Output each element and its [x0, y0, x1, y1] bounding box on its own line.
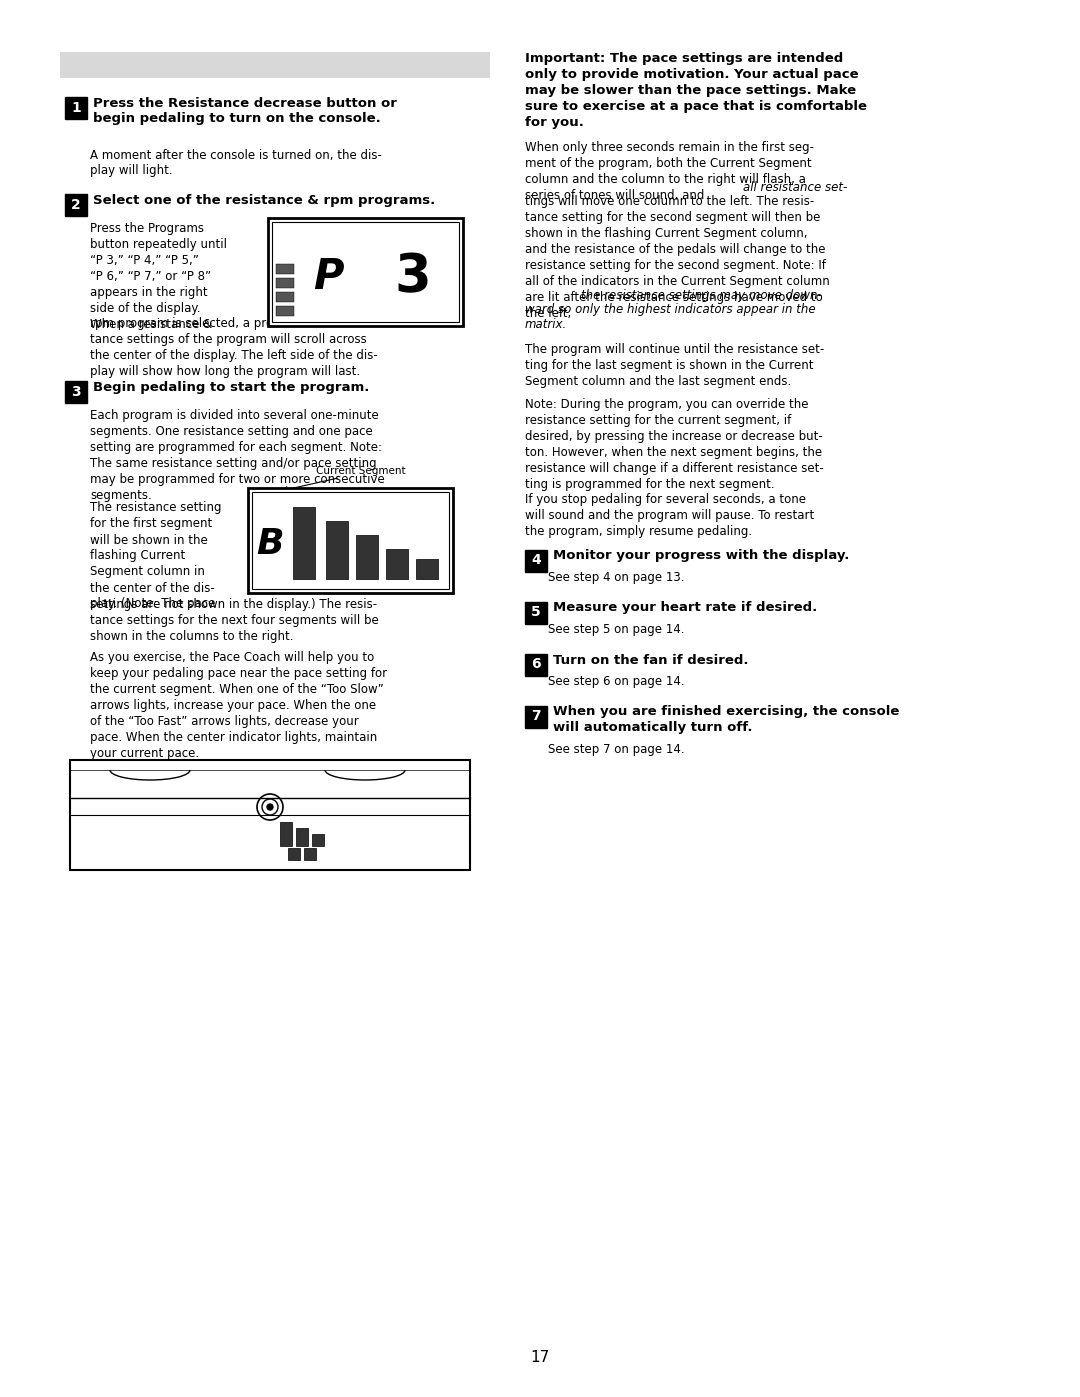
- Bar: [268, 218, 463, 326]
- Text: Measure your heart rate if desired.: Measure your heart rate if desired.: [553, 602, 818, 615]
- Bar: [303, 848, 316, 861]
- Bar: [276, 292, 294, 302]
- Text: B: B: [256, 527, 284, 562]
- Text: If you stop pedaling for several seconds, a tone
will sound and the program will: If you stop pedaling for several seconds…: [525, 493, 814, 538]
- Bar: [272, 222, 459, 321]
- Bar: [276, 264, 294, 274]
- Bar: [70, 760, 470, 870]
- Text: 17: 17: [530, 1350, 550, 1365]
- Text: 4: 4: [531, 553, 541, 567]
- Text: The resistance setting
for the first segment
will be shown in the
flashing Curre: The resistance setting for the first seg…: [90, 502, 221, 610]
- Text: 29:03: 29:03: [98, 831, 221, 869]
- Bar: [276, 306, 294, 316]
- Text: Turn on the fan if desired.: Turn on the fan if desired.: [553, 654, 748, 666]
- Text: ▷: ▷: [186, 802, 194, 812]
- Text: When only three seconds remain in the first seg-
ment of the program, both the C: When only three seconds remain in the fi…: [525, 141, 814, 201]
- Text: HOW TO USE A RESISTANCE & RPM PROGRAM: HOW TO USE A RESISTANCE & RPM PROGRAM: [114, 59, 435, 71]
- Text: Monitor your progress with the display.: Monitor your progress with the display.: [553, 549, 849, 563]
- Circle shape: [267, 805, 273, 810]
- Text: 5: 5: [531, 605, 541, 619]
- Text: rpm program is selected, a profile of the resis-
tance settings of the program w: rpm program is selected, a profile of th…: [90, 317, 378, 377]
- Bar: [65, 194, 87, 217]
- Text: ◁: ◁: [326, 802, 334, 812]
- Bar: [326, 521, 348, 578]
- Text: Press the Resistance decrease button or
begin pedaling to turn on the console.: Press the Resistance decrease button or …: [93, 96, 396, 124]
- Bar: [276, 278, 294, 288]
- Text: The program will continue until the resistance set-
ting for the last segment is: The program will continue until the resi…: [525, 344, 824, 388]
- Text: See step 7 on page 14.: See step 7 on page 14.: [548, 743, 685, 757]
- Text: 58: 58: [403, 831, 457, 869]
- Bar: [525, 602, 546, 623]
- Text: 3: 3: [394, 251, 431, 303]
- Text: See step 5 on page 14.: See step 5 on page 14.: [548, 623, 685, 637]
- Bar: [356, 535, 378, 578]
- Bar: [65, 380, 87, 402]
- Bar: [296, 828, 308, 847]
- Text: Press the Programs
button repeatedly until
“P 3,” “P 4,” “P 5,”
“P 6,” “P 7,” or: Press the Programs button repeatedly unt…: [90, 222, 227, 331]
- Text: TOO SLOW: TOO SLOW: [122, 802, 167, 812]
- Text: 1: 1: [71, 101, 81, 115]
- Bar: [60, 52, 490, 78]
- Text: tings will move one column to the left. The resis-
tance setting for the second : tings will move one column to the left. …: [525, 194, 829, 320]
- Bar: [525, 654, 546, 676]
- Text: ward so only the highest indicators appear in the
matrix.: ward so only the highest indicators appe…: [525, 303, 815, 331]
- Bar: [386, 549, 408, 578]
- Bar: [525, 549, 546, 571]
- Text: A moment after the console is turned on, the dis-
play will light.: A moment after the console is turned on,…: [90, 149, 382, 177]
- Text: See step 4 on page 13.: See step 4 on page 13.: [548, 571, 685, 584]
- Text: all resistance set-: all resistance set-: [743, 182, 847, 194]
- Text: Begin pedaling to start the program.: Begin pedaling to start the program.: [93, 380, 369, 394]
- Text: When you are finished exercising, the console
will automatically turn off.: When you are finished exercising, the co…: [553, 705, 900, 735]
- Text: 7: 7: [531, 710, 541, 724]
- Bar: [312, 834, 324, 847]
- Bar: [280, 821, 292, 847]
- Text: the resistance settings may move down-: the resistance settings may move down-: [581, 289, 822, 302]
- Bar: [252, 492, 449, 588]
- Text: ◁: ◁: [346, 802, 354, 812]
- Bar: [293, 507, 315, 578]
- Text: As you exercise, the Pace Coach will help you to
keep your pedaling pace near th: As you exercise, the Pace Coach will hel…: [90, 651, 387, 760]
- Text: 6: 6: [531, 658, 541, 672]
- Bar: [65, 96, 87, 119]
- Bar: [248, 488, 453, 592]
- Text: Select one of the resistance & rpm programs.: Select one of the resistance & rpm progr…: [93, 194, 435, 207]
- Bar: [416, 559, 438, 578]
- Text: Note: During the program, you can override the
resistance setting for the curren: Note: During the program, you can overri…: [525, 398, 824, 490]
- Text: Important: The pace settings are intended
only to provide motivation. Your actua: Important: The pace settings are intende…: [525, 52, 867, 129]
- Text: Each program is divided into several one-minute
segments. One resistance setting: Each program is divided into several one…: [90, 408, 384, 502]
- Text: See step 6 on page 14.: See step 6 on page 14.: [548, 676, 685, 689]
- Text: P: P: [313, 256, 343, 298]
- Text: ▷: ▷: [206, 802, 214, 812]
- Text: 2: 2: [71, 198, 81, 212]
- Text: settings are not shown in the display.) The resis-
tance settings for the next f: settings are not shown in the display.) …: [90, 598, 379, 643]
- Text: TOO FAST: TOO FAST: [390, 802, 431, 812]
- Text: Current Segment: Current Segment: [315, 465, 405, 475]
- Bar: [288, 848, 300, 861]
- Text: 3: 3: [71, 384, 81, 398]
- Bar: [525, 705, 546, 728]
